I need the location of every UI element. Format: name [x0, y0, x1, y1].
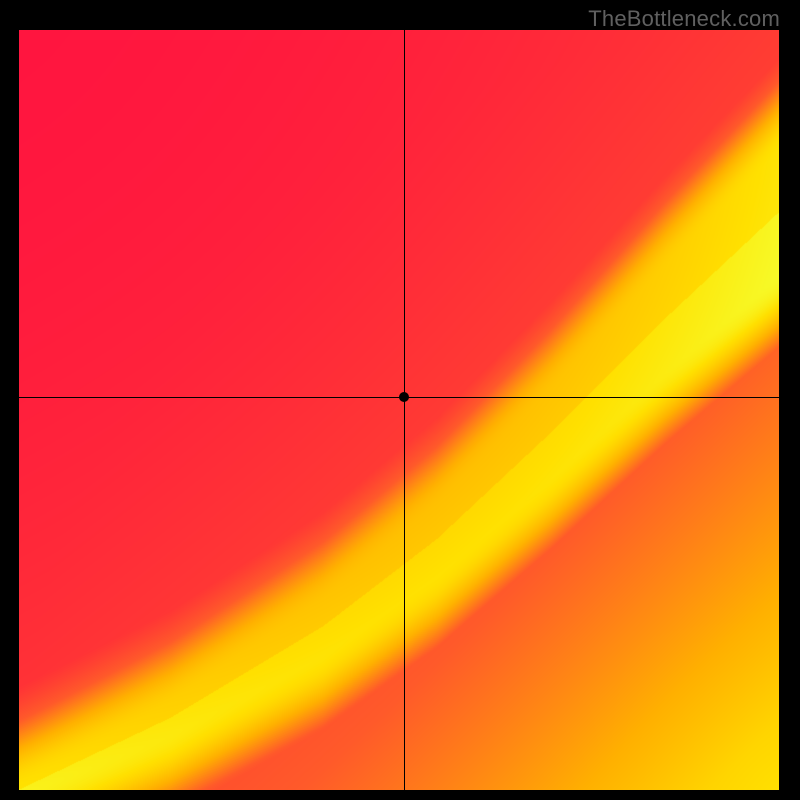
heatmap-canvas: [19, 30, 779, 790]
outer-frame: TheBottleneck.com: [0, 0, 800, 800]
watermark-text: TheBottleneck.com: [588, 6, 780, 32]
crosshair-vertical: [404, 30, 405, 790]
plot-area: [19, 30, 779, 790]
crosshair-marker[interactable]: [399, 392, 409, 402]
